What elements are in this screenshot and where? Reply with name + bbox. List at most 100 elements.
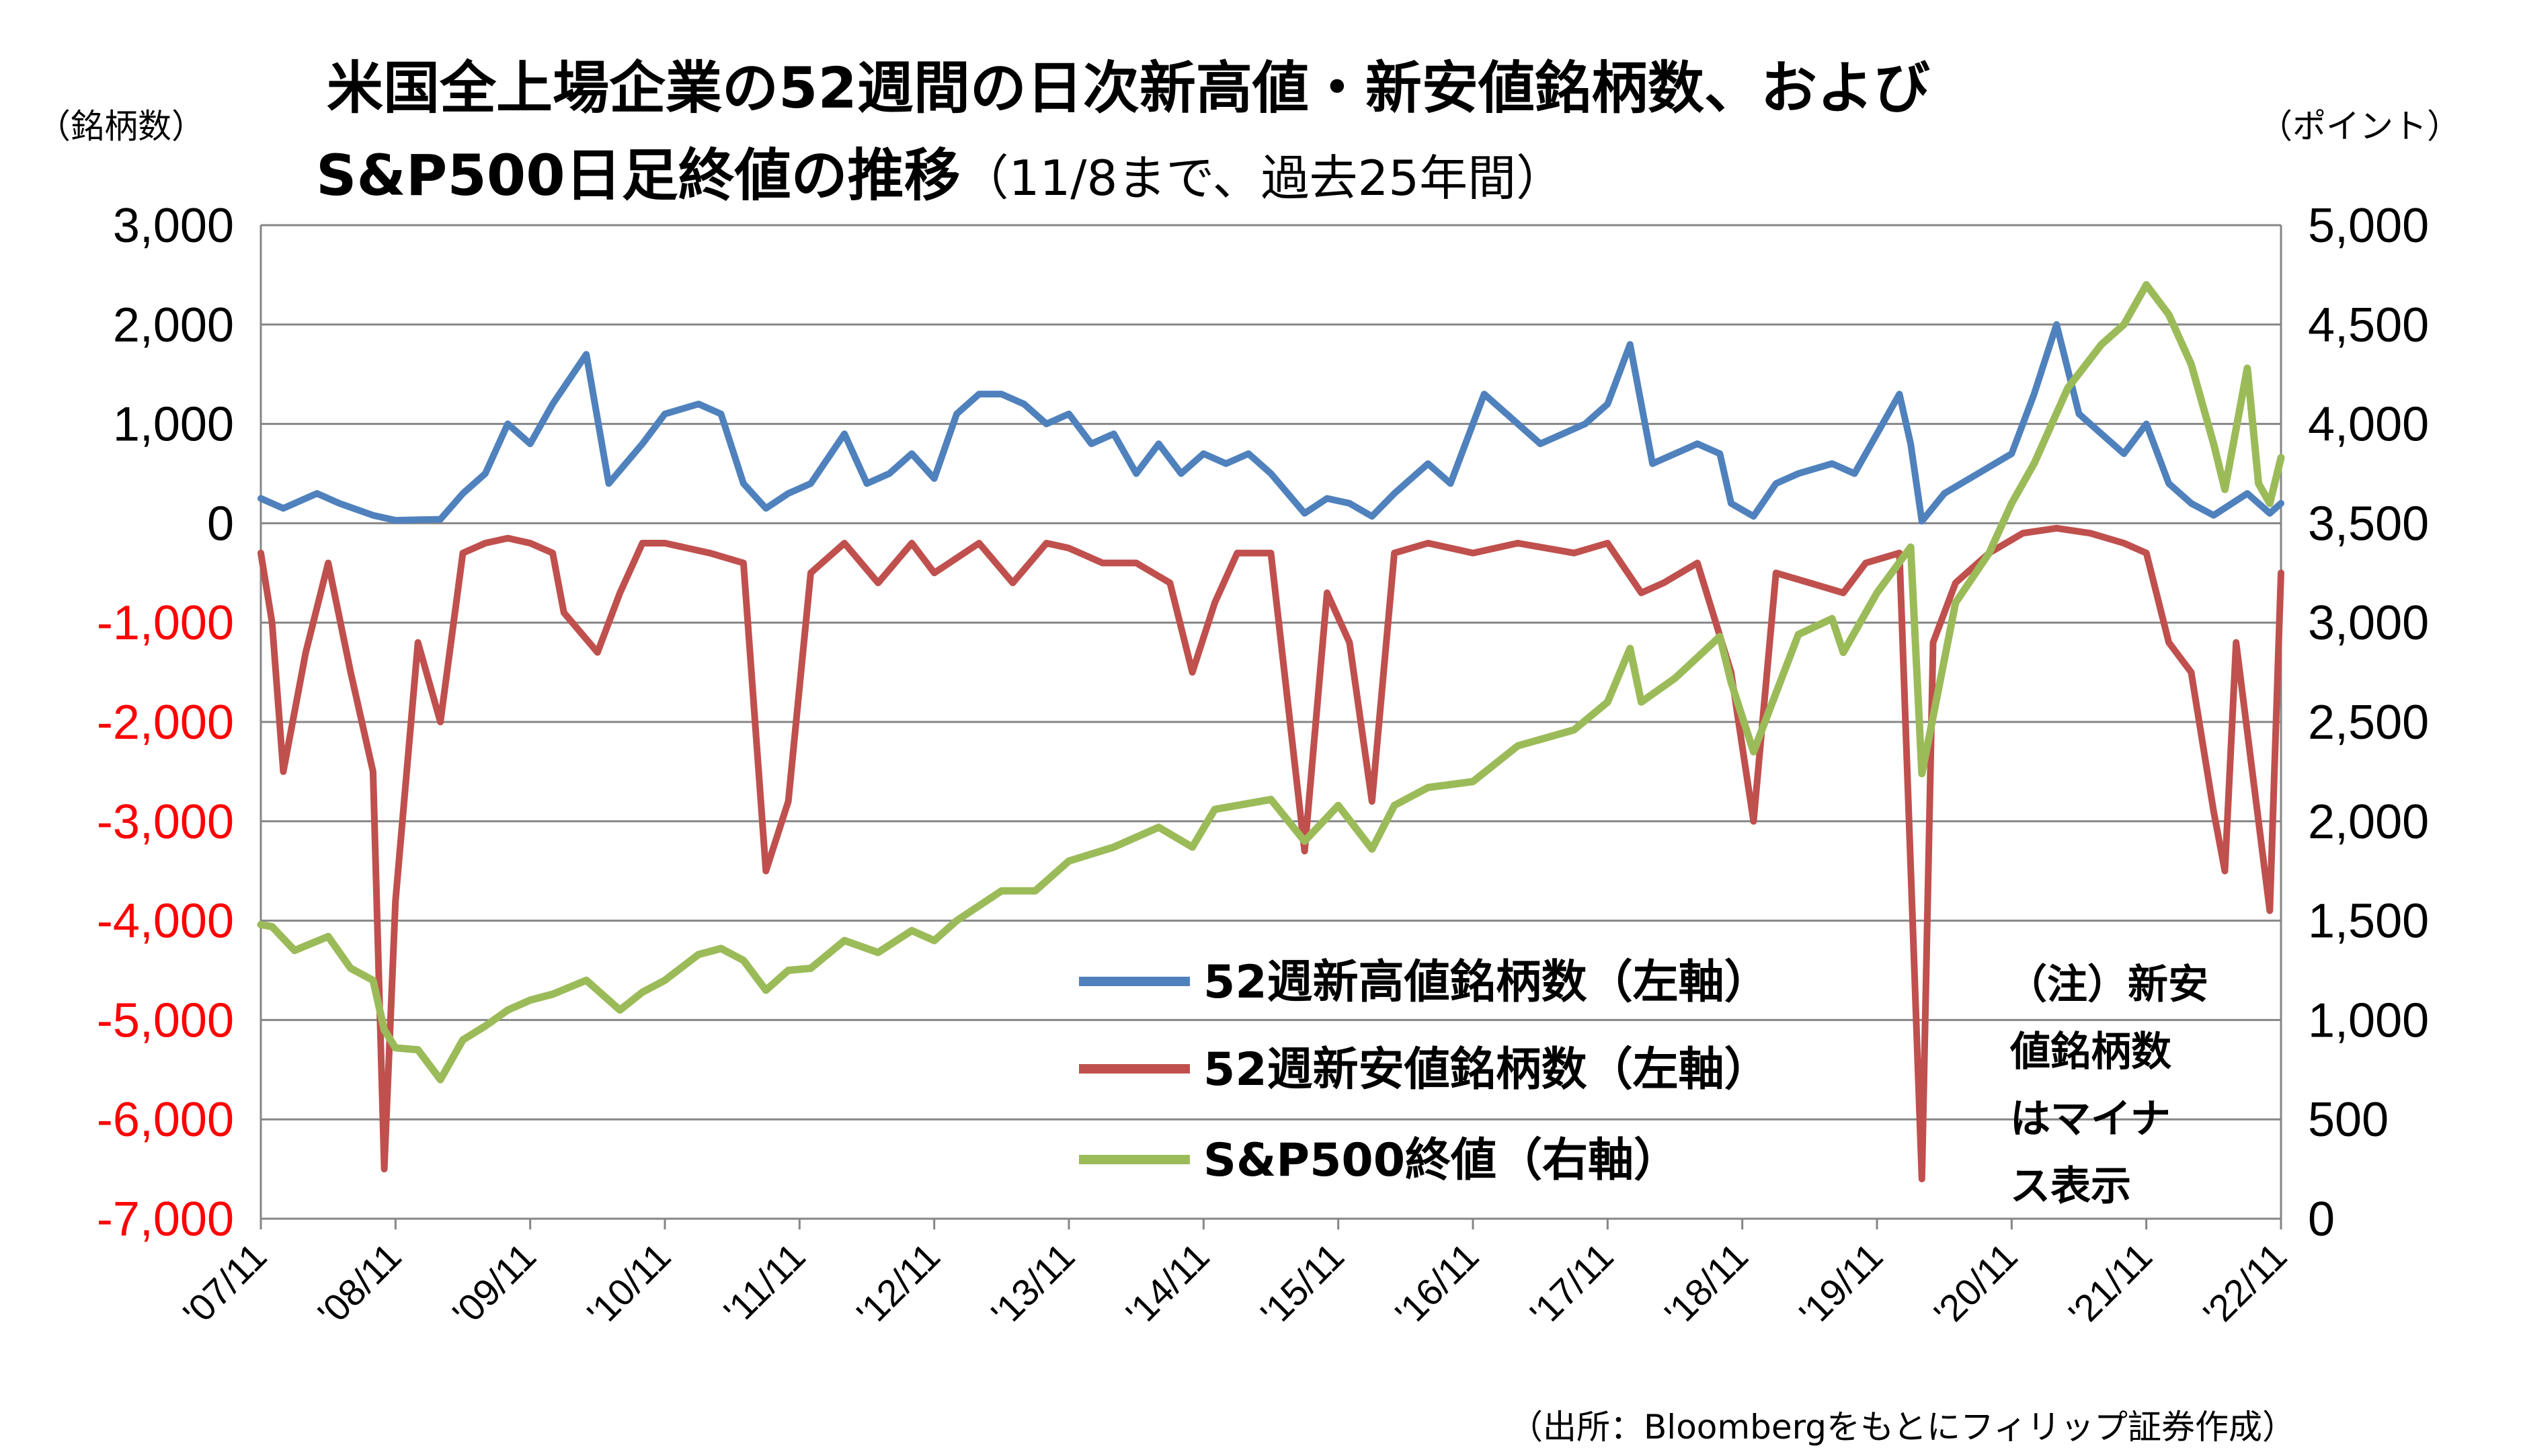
data-point-high — [842, 432, 847, 436]
data-point-high — [1089, 442, 1094, 446]
left-tick-label: -1,000 — [97, 596, 234, 650]
data-point-high — [606, 481, 611, 486]
title-line-2: S&P500日足終値の推移（11/8まで、過去25年間） — [316, 143, 1564, 208]
data-point-high — [1178, 471, 1183, 476]
data-point-spx — [1751, 750, 1756, 754]
data-point-low — [707, 551, 712, 555]
data-point-high — [2245, 491, 2249, 496]
data-point-high — [1067, 411, 1071, 416]
data-point-high — [786, 491, 791, 496]
data-point-spx — [259, 922, 263, 927]
data-point-low — [663, 541, 667, 545]
data-point-high — [1796, 471, 1801, 476]
data-point-low — [1392, 551, 1397, 555]
right-tick-label: 1,000 — [2308, 994, 2429, 1047]
data-point-spx — [741, 958, 746, 963]
data-point-high — [1538, 442, 1543, 446]
data-point-spx — [506, 1008, 510, 1012]
data-point-spx — [438, 1078, 443, 1082]
data-point-low — [393, 899, 398, 903]
data-point-high — [506, 421, 510, 426]
data-point-low — [2211, 809, 2216, 813]
data-point-low — [2021, 531, 2025, 536]
data-point-spx — [1392, 803, 1397, 808]
chart-title: 米国全上場企業の52週間の日次新高値・新安値銘柄数、および S&P500日足終値… — [316, 55, 1930, 208]
data-point-high — [764, 506, 768, 511]
data-point-spx — [1953, 600, 1958, 605]
data-point-low — [1134, 561, 1139, 565]
data-point-high — [1897, 392, 1902, 397]
data-point-spx — [955, 918, 959, 923]
note-line: ス表示 — [2010, 1163, 2131, 1210]
plot-border — [259, 225, 2282, 1219]
data-point-high — [584, 352, 589, 357]
left-tick-label: 1,000 — [113, 398, 234, 452]
data-point-low — [2234, 640, 2239, 645]
source-note: （出所：Bloombergをもとにフィリップ証券作成） — [1509, 1408, 2296, 1447]
note-line: はマイナ — [2010, 1096, 2171, 1143]
right-tick-label: 4,500 — [2308, 298, 2429, 352]
data-point-high — [1830, 461, 1835, 466]
data-point-spx — [1909, 544, 1913, 549]
data-point-high — [1650, 461, 1655, 466]
data-point-spx — [2099, 342, 2104, 347]
data-point-low — [595, 650, 600, 655]
data-point-high — [1605, 402, 1610, 406]
data-point-spx — [1628, 646, 1632, 651]
data-point-low — [1639, 590, 1644, 595]
data-point-high — [2279, 501, 2283, 505]
data-point-high — [1448, 481, 1453, 486]
data-point-high — [977, 392, 982, 397]
data-point-high — [2122, 451, 2126, 456]
data-point-spx — [1156, 825, 1161, 830]
left-tick-label: -4,000 — [97, 895, 234, 948]
data-point-high — [2211, 513, 2216, 518]
data-point-low — [1572, 551, 1576, 555]
right-tick-label: 5,000 — [2308, 199, 2429, 253]
data-point-high — [640, 442, 645, 446]
data-point-spx — [1033, 889, 1037, 893]
data-point-spx — [2211, 442, 2216, 446]
data-point-low — [1010, 581, 1015, 585]
right-tick-label: 500 — [2308, 1093, 2389, 1147]
data-point-spx — [1605, 700, 1610, 704]
data-point-low — [1213, 600, 1217, 605]
left-tick-label: -3,000 — [97, 795, 234, 849]
data-point-high — [2009, 451, 2014, 456]
left-axis-ticks: 3,000 2,000 1,000 0 -1,000 -2,000 -3,000 -4,000… — [97, 199, 234, 1246]
data-point-low — [2268, 908, 2272, 913]
data-point-low — [1605, 541, 1610, 545]
data-point-spx — [1841, 650, 1845, 655]
data-point-spx — [382, 1028, 387, 1033]
data-point-spx — [2189, 362, 2194, 366]
data-point-high — [1773, 481, 1778, 486]
series-line-low — [257, 524, 2284, 1182]
data-point-high — [315, 491, 319, 496]
data-point-spx — [2279, 455, 2283, 460]
data-point-low — [438, 720, 443, 724]
data-point-low — [2189, 670, 2194, 675]
data-point-high — [438, 517, 443, 522]
data-point-low — [932, 571, 936, 575]
data-point-spx — [932, 938, 936, 943]
data-point-high — [1269, 471, 1273, 476]
data-point-low — [1369, 799, 1374, 804]
data-point-spx — [2032, 461, 2036, 466]
data-point-spx — [1269, 797, 1273, 802]
left-tick-label: 3,000 — [113, 199, 234, 253]
data-point-low — [1235, 551, 1240, 555]
data-point-spx — [764, 988, 768, 993]
data-point-high — [1942, 491, 1947, 496]
data-point-high — [551, 402, 555, 406]
data-point-high — [865, 481, 869, 486]
data-point-high — [1134, 471, 1139, 476]
data-point-spx — [618, 1008, 623, 1012]
data-point-low — [2279, 571, 2283, 575]
data-point-high — [2099, 432, 2104, 436]
data-point-low — [1773, 571, 1778, 575]
left-tick-label: -7,000 — [97, 1192, 234, 1246]
data-point-spx — [1426, 785, 1431, 790]
data-point-high — [2032, 392, 2036, 397]
data-point-spx — [842, 938, 847, 943]
data-point-spx — [809, 966, 813, 971]
